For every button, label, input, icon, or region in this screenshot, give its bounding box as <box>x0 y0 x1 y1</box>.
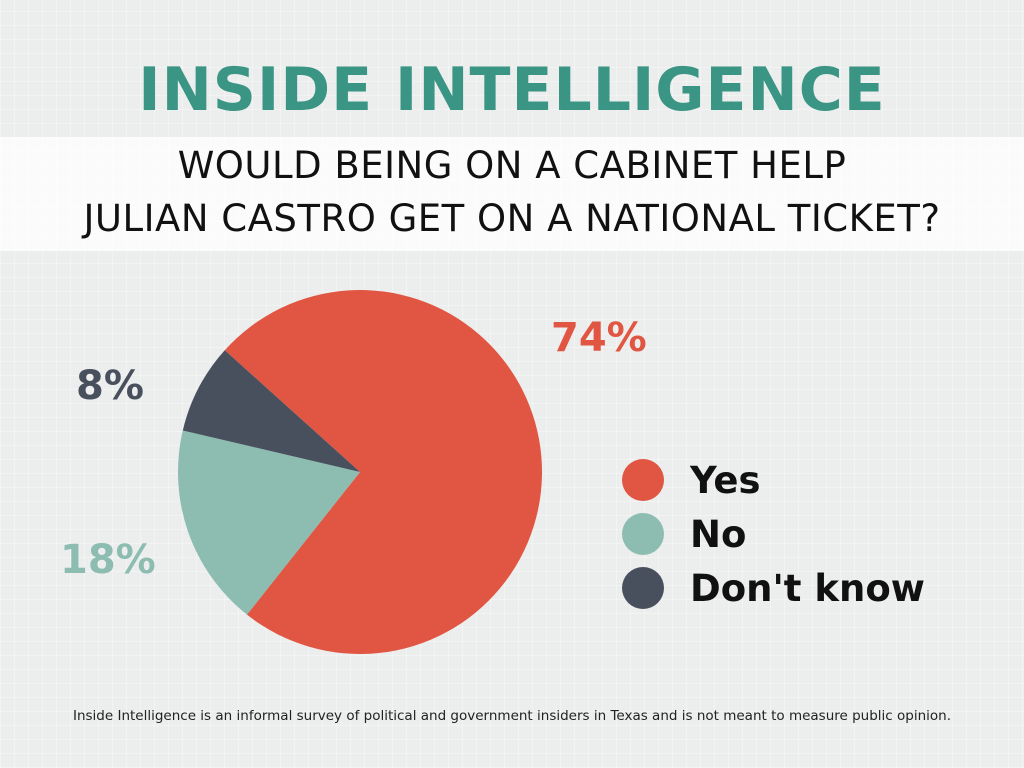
legend-label-dont-know: Don't know <box>690 566 925 610</box>
legend-swatch-no <box>622 513 664 555</box>
legend-item-no: No <box>622 507 925 561</box>
legend-label-yes: Yes <box>690 458 761 502</box>
legend: Yes No Don't know <box>622 453 925 615</box>
legend-label-no: No <box>690 512 747 556</box>
pct-label-yes: 74% <box>551 315 647 361</box>
pie-slice-yes <box>224 289 543 654</box>
pct-label-no: 18% <box>60 537 156 583</box>
legend-item-dont-know: Don't know <box>622 561 925 615</box>
legend-swatch-yes <box>622 459 664 501</box>
question-line-1: WOULD BEING ON A CABINET HELP <box>177 144 847 187</box>
pie-slice-dont-know <box>182 350 360 472</box>
pie-slice-no <box>178 430 360 615</box>
brand-title: INSIDE INTELLIGENCE <box>138 55 886 125</box>
question-line-2: JULIAN CASTRO GET ON A NATIONAL TICKET? <box>83 197 941 240</box>
legend-item-yes: Yes <box>622 453 925 507</box>
legend-swatch-dont-know <box>622 567 664 609</box>
pct-label-dont-know: 8% <box>76 363 144 409</box>
question-band <box>0 137 1024 251</box>
footnote: Inside Intelligence is an informal surve… <box>72 708 952 724</box>
